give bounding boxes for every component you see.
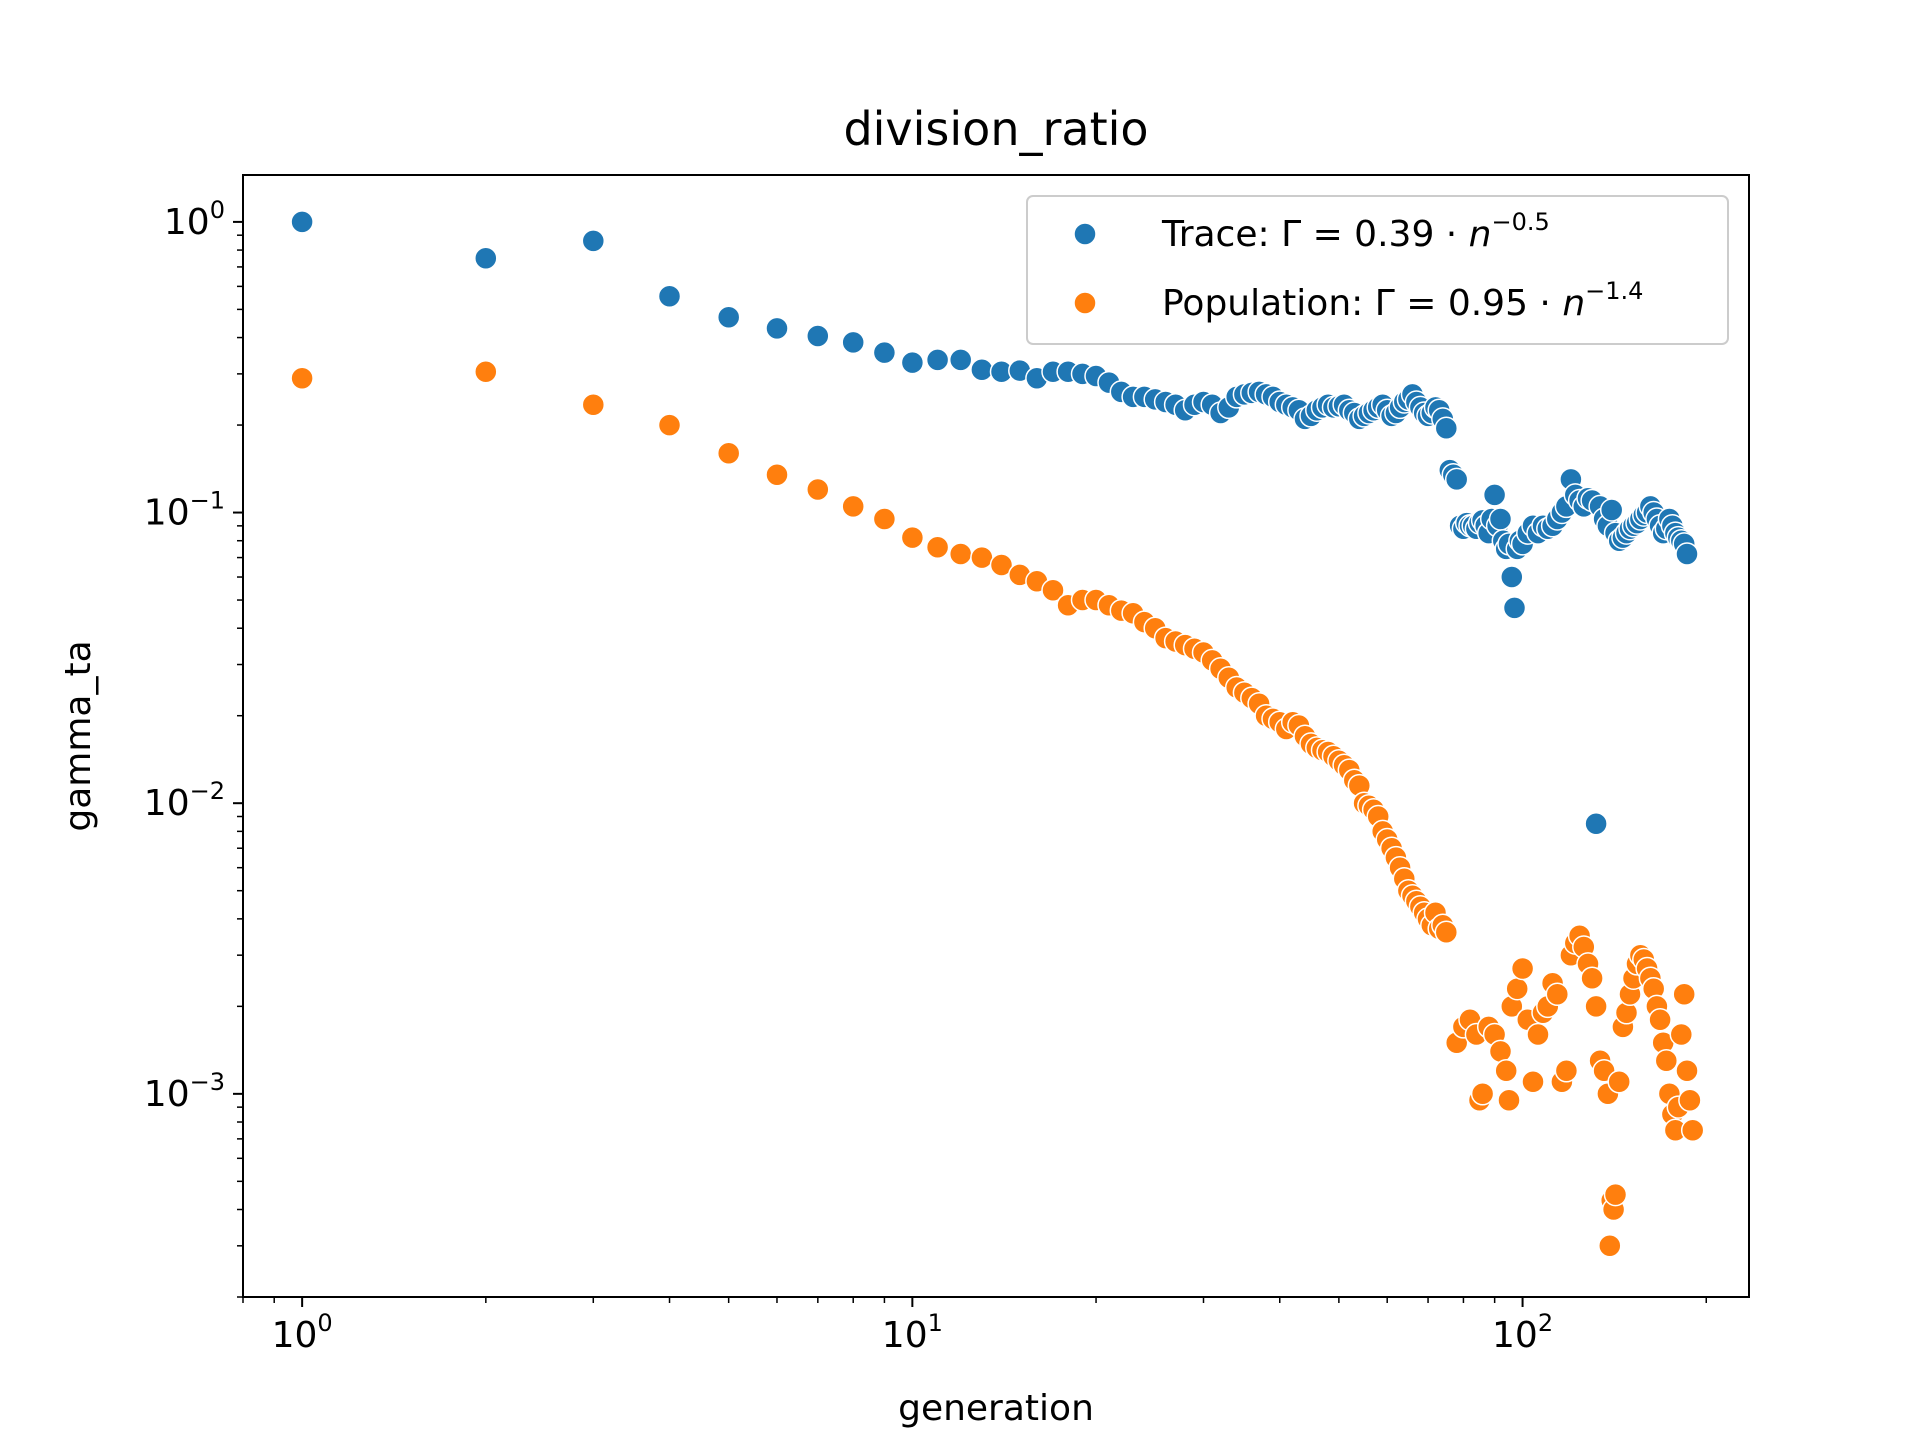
legend-label-trace: Trace: Γ = 0.39 · n−0.5	[1161, 208, 1550, 255]
data-point-s1-91	[1526, 1022, 1550, 1047]
x-axis-label: generation	[898, 1388, 1094, 1429]
legend-var-population: n	[1562, 283, 1585, 324]
data-point-s0-7	[841, 330, 865, 355]
y-tick-label: 10−3	[144, 1068, 225, 1115]
legend-label-population: Population: Γ = 0.95 · n−1.4	[1162, 277, 1643, 324]
data-point-s1-90	[1521, 1070, 1545, 1094]
legend-prefix-population: Population:	[1162, 283, 1375, 324]
data-point-s0-95	[1500, 565, 1524, 589]
data-point-s1-95	[1545, 982, 1570, 1007]
x-axis-ticks: 100 101 102	[242, 1297, 1708, 1356]
data-point-s0-1	[474, 246, 498, 270]
data-point-s1-132	[1672, 982, 1696, 1007]
legend-prefix-trace: Trace:	[1161, 214, 1281, 255]
y-tick-label: 100	[164, 196, 225, 243]
data-point-s1-133	[1675, 1059, 1699, 1083]
data-point-s0-11	[948, 348, 973, 372]
data-point-s1-135	[1680, 1118, 1705, 1142]
legend-marker-trace	[1073, 222, 1097, 246]
data-point-s1-4	[716, 441, 741, 465]
data-point-s1-85	[1497, 1088, 1521, 1113]
data-point-s0-9	[900, 350, 925, 375]
data-point-s1-103	[1580, 966, 1604, 990]
data-point-s1-8	[872, 507, 897, 531]
x-tick-label: 102	[1492, 1309, 1553, 1356]
legend-frame	[1026, 195, 1729, 345]
data-point-s0-96	[1502, 596, 1527, 620]
data-point-s0-3	[657, 284, 682, 308]
data-point-s0-2	[581, 229, 606, 253]
data-point-s1-9	[900, 525, 925, 550]
data-point-s0-0	[290, 210, 314, 234]
legend-marker-population	[1073, 291, 1097, 315]
data-point-s0-12	[970, 357, 994, 382]
legend-exp-trace: −0.5	[1492, 208, 1550, 236]
data-point-s1-112	[1607, 1070, 1631, 1094]
data-point-s1-97	[1554, 1059, 1579, 1083]
data-point-s1-87	[1505, 976, 1529, 1001]
data-point-s0-4	[716, 305, 741, 329]
data-point-s0-8	[872, 340, 897, 365]
data-point-s1-5	[765, 462, 789, 487]
data-point-s1-126	[1654, 1048, 1679, 1073]
data-point-s1-0	[290, 366, 314, 390]
data-point-s0-89	[1482, 483, 1507, 507]
data-point-s0-115	[1584, 811, 1608, 836]
data-point-s1-7	[841, 494, 865, 519]
points-layer	[290, 210, 1705, 1258]
y-axis-ticks: 100 10−1 10−2 10−3	[144, 196, 243, 1298]
data-point-s1-11	[948, 542, 973, 566]
data-point-s1-80	[1470, 1082, 1495, 1106]
legend-math-trace: Γ = 0.39 ·	[1281, 214, 1469, 255]
data-point-s1-131	[1669, 1022, 1694, 1047]
data-point-s1-12	[970, 545, 994, 570]
data-point-s1-6	[806, 477, 830, 502]
data-point-s0-119	[1599, 498, 1624, 522]
data-point-s1-88	[1510, 956, 1535, 981]
data-point-s1-124	[1648, 1007, 1672, 1032]
legend-math-population: Γ = 0.95 ·	[1375, 283, 1563, 324]
data-point-s1-111	[1603, 1182, 1628, 1207]
chart-title: division_ratio	[843, 102, 1148, 156]
data-point-s0-6	[806, 324, 830, 348]
data-point-s0-5	[765, 316, 789, 341]
data-point-s1-3	[657, 413, 682, 437]
data-point-s1-74	[1434, 920, 1459, 944]
data-point-s1-84	[1494, 1059, 1518, 1083]
data-point-s0-10	[925, 348, 950, 372]
legend: Trace: Γ = 0.39 · n−0.5 Population: Γ = …	[1026, 195, 1729, 345]
data-point-s1-2	[581, 392, 606, 417]
data-point-s1-1	[474, 360, 498, 384]
data-point-s0-74	[1434, 416, 1459, 441]
data-point-s1-83	[1488, 1039, 1513, 1064]
data-point-s1-10	[925, 535, 950, 559]
x-tick-label: 100	[272, 1309, 333, 1356]
data-point-s1-16	[1041, 578, 1065, 603]
legend-exp-population: −1.4	[1585, 277, 1643, 305]
data-point-s1-104	[1584, 994, 1608, 1019]
y-axis-label: gamma_ta	[58, 640, 99, 831]
data-point-s0-77	[1444, 467, 1469, 492]
data-point-s0-91	[1488, 507, 1513, 531]
legend-var-trace: n	[1469, 214, 1492, 255]
x-tick-label: 101	[882, 1309, 943, 1356]
y-tick-label: 10−2	[144, 777, 225, 824]
y-tick-label: 10−1	[144, 487, 225, 534]
data-point-s1-134	[1678, 1088, 1702, 1113]
data-point-s1-13	[989, 553, 1014, 577]
data-point-s1-108	[1598, 1234, 1622, 1258]
data-point-s0-142	[1675, 542, 1699, 566]
plot-frame	[242, 174, 1750, 1298]
